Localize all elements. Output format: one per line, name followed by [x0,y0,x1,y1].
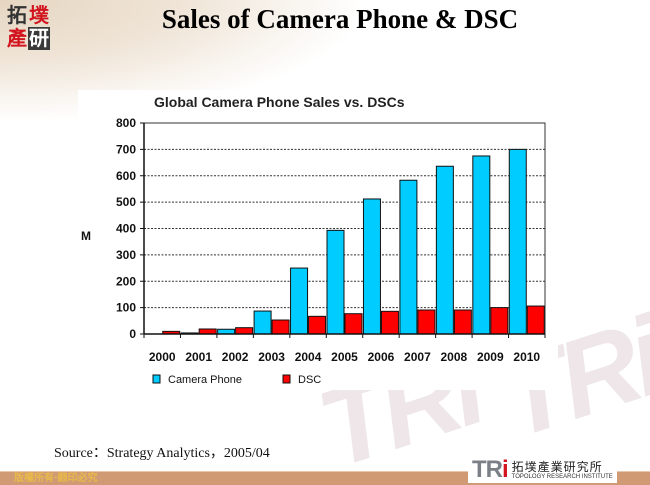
bar-camera-phone [326,229,345,335]
y-tick-label: 400 [116,222,136,236]
x-tick-label: 2001 [185,350,212,364]
y-tick-label: 300 [116,248,136,262]
y-axis-label: M [81,229,91,243]
x-tick-label: 2003 [258,350,285,364]
institute-name-cn: 拓墣產業研究所 [511,459,603,474]
y-tick-label: 600 [116,169,136,183]
x-tick-label: 2004 [295,350,322,364]
y-tick-label: 0 [129,327,136,341]
bar-dsc [526,305,545,335]
x-tick-label: 2000 [149,350,176,364]
y-tick-label: 700 [116,142,136,156]
bar-dsc [490,307,509,335]
bar-dsc [308,315,327,335]
x-tick-label: 2002 [222,350,249,364]
chart-title: Global Camera Phone Sales vs. DSCs [154,94,405,110]
x-tick-label: 2008 [441,350,468,364]
bar-camera-phone [290,267,309,335]
bar-dsc [453,309,472,335]
bar-camera-phone [472,155,491,335]
y-tick-label: 100 [116,301,136,315]
tri-mark: TRi [472,456,509,483]
x-tick-label: 2007 [404,350,431,364]
slide-title: Sales of Camera Phone & DSC [161,4,519,34]
bar-dsc [380,310,399,335]
bar-dsc [344,313,363,335]
bar-camera-phone [435,165,454,335]
legend-label: DSC [298,374,321,386]
source-note: Source：Strategy Analytics，2005/04 [54,446,270,461]
bar-camera-phone [399,179,418,335]
bar-dsc [235,327,254,335]
bar-dsc [417,309,436,335]
y-tick-label: 200 [116,274,136,288]
x-tick-label: 2009 [477,350,504,364]
legend-swatch [282,374,291,384]
bars [162,148,545,335]
bar-camera-phone [253,310,272,335]
company-logo: 拓 墣 產 研 [7,3,50,50]
y-tick-label: 500 [116,195,136,209]
institute-name-en: TOPOLOGY RESEARCH INSTITUTE [511,473,613,480]
bar-camera-phone [362,198,381,335]
legend: Camera Phone DSC [152,374,321,386]
bar-camera-phone [508,148,527,335]
legend-swatch [152,374,161,384]
x-tick-label: 2006 [368,350,395,364]
x-tick-label: 2005 [331,350,358,364]
x-tick-label: 2010 [513,350,540,364]
bar-dsc [198,328,217,335]
bar-dsc [271,319,290,335]
axes: 2000 2001 2002 2003 2004 2005 2006 2007 2008 2009… [81,116,546,364]
legend-label: Camera Phone [168,374,242,386]
y-tick-label: 800 [116,116,136,130]
copyright-text: 版權所有‧翻印必究 [14,473,98,484]
institute-logo: TRi 拓墣產業研究所 TOPOLOGY RESEARCH INSTITUTE [468,457,617,483]
